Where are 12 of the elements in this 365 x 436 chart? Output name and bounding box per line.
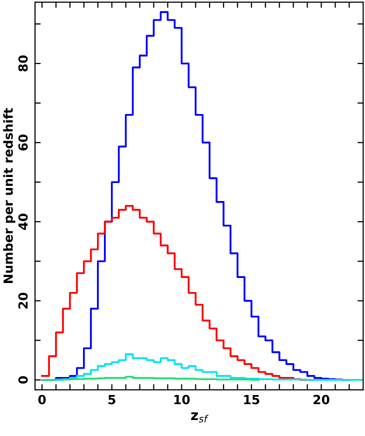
y-tick-label: 60 — [18, 134, 28, 151]
y-tick-label: 80 — [18, 55, 28, 72]
y-axis-title: Number per unit redshift — [3, 108, 16, 283]
x-tick-label: 0 — [38, 394, 46, 404]
x-tick-label: 20 — [314, 394, 330, 404]
x-axis-title: z$_{sf}$ — [191, 412, 208, 422]
y-tick-label: 40 — [18, 214, 28, 230]
x-tick-label: 5 — [108, 395, 116, 404]
y-tick-label: 0 — [18, 376, 28, 384]
x-tick-label: 10 — [174, 394, 190, 404]
y-tick-label: 20 — [18, 292, 28, 308]
x-tick-label: 15 — [244, 395, 260, 404]
